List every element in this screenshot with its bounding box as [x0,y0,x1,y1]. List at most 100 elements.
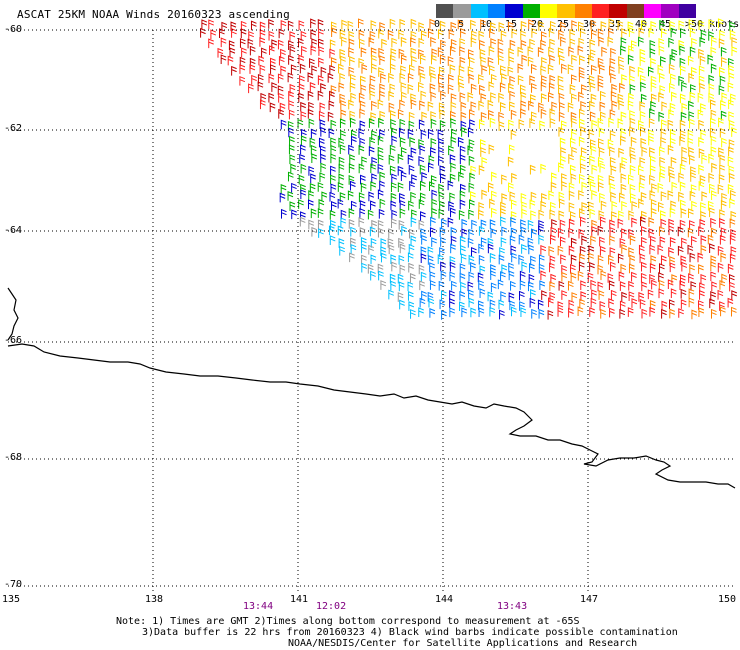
wind-barb [578,21,584,32]
wind-barb [539,120,545,131]
wind-barb [698,226,704,236]
wind-barb [509,235,516,246]
wind-barb [619,162,626,173]
wind-barb [378,47,385,58]
wind-barb [511,252,517,263]
wind-barb [501,174,507,185]
wind-barb [500,65,506,75]
wind-barb [391,173,397,184]
wind-barb [508,182,514,193]
wind-barb [329,191,336,202]
wind-barb [610,91,617,101]
wind-barb [650,235,656,246]
scale-swatch [591,4,610,18]
wind-barb [730,246,737,256]
wind-barb [681,156,687,167]
wind-barb [649,39,656,50]
wind-barb [599,101,606,112]
wind-barb [200,27,206,38]
wind-barb [508,83,514,93]
wind-barb [527,281,534,292]
wind-barb [717,245,724,256]
wind-barb [520,20,527,31]
wind-barb [679,136,686,146]
wind-barb [719,67,725,77]
wind-barb [358,29,365,40]
wind-barb [621,74,627,84]
wind-barb [330,183,337,194]
wind-barb [578,72,585,83]
wind-barb [689,252,696,263]
pass-time: 12:02 [316,601,347,612]
wind-barb [639,298,646,309]
wind-barb [589,208,596,219]
wind-barb [580,280,586,291]
wind-barb [698,164,705,175]
wind-barb [400,65,406,76]
wind-barb [600,111,606,122]
wind-barb [641,210,647,221]
wind-barb [457,75,464,85]
wind-barb [300,111,307,121]
wind-barb [438,155,444,166]
wind-barb [259,21,266,32]
wind-barb [289,45,296,56]
wind-barb [551,218,557,229]
wind-barb [528,19,534,29]
wind-barb [548,190,555,201]
wind-barb [310,144,317,155]
wind-barb [698,148,705,158]
wind-barb [528,100,534,111]
wind-barb [290,64,297,75]
wind-barb [510,129,517,140]
wind-barb [458,82,465,92]
wind-barb [348,38,355,49]
wind-barb [378,117,384,128]
wind-barb [550,226,557,237]
wind-barb [549,38,555,49]
wind-barb [268,92,275,103]
wind-barb [581,202,588,212]
wind-barb [731,290,737,300]
wind-barb [448,74,454,84]
wind-barb [449,64,456,74]
wind-barb [408,301,415,311]
wind-barb [631,40,637,50]
wind-barb [379,22,385,32]
wind-barb [509,90,516,101]
wind-barb [350,92,356,103]
wind-barb [440,39,446,50]
wind-barb [248,83,254,94]
wind-barb [580,100,587,111]
wind-barb [627,21,634,32]
wind-barb [449,173,456,184]
wind-barb [430,91,437,102]
wind-barb [478,300,484,311]
wind-barb [589,39,596,49]
wind-barb [328,128,335,138]
wind-barb [588,129,595,139]
wind-barb [271,82,278,92]
wind-barb [609,146,615,157]
wind-barb [397,165,404,176]
wind-barb [550,201,556,212]
wind-barb [620,183,627,194]
wind-barb [307,90,314,101]
wind-barb [707,234,714,245]
wind-barb [229,47,236,58]
wind-barb [257,81,264,92]
wind-barb [440,90,446,101]
wind-barb [681,261,688,272]
wind-barb [407,252,414,263]
note-line-1: Note: 1) Times are GMT 2)Times along bot… [116,616,580,627]
wind-barb [407,154,414,165]
wind-barb [598,290,605,300]
wind-barb [318,57,324,68]
scale-swatch [522,4,540,18]
wind-barb [519,280,526,290]
wind-barb [450,243,456,254]
wind-barb [449,154,456,164]
wind-barb [371,100,377,111]
wind-barb [711,190,717,201]
wind-barb [498,22,505,32]
